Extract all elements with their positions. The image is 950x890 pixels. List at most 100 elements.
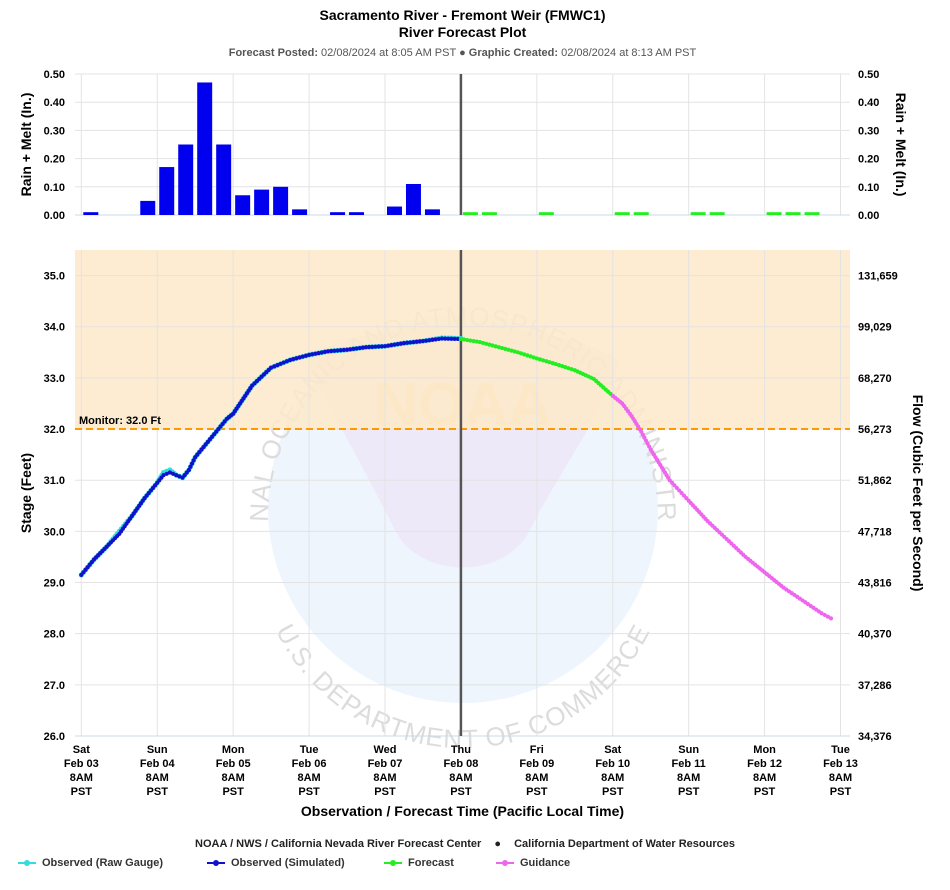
observed-simulated-series-point (351, 346, 356, 352)
legend-label: Guidance (520, 857, 571, 869)
x-tick-label: 8AM (373, 772, 396, 784)
rain-bar (481, 212, 497, 215)
x-tick-label: Mon (222, 744, 245, 756)
flow-y-axis-title: Flow (Cubic Feet per Second) (910, 395, 926, 592)
forecast-series-point (458, 336, 464, 342)
x-tick-label: Feb 10 (595, 758, 630, 770)
x-axis-title: Observation / Forecast Time (Pacific Loc… (301, 803, 624, 819)
legend-swatch (384, 857, 402, 869)
x-tick-label: Feb 11 (672, 758, 706, 770)
observed-simulated-series-point (414, 339, 419, 344)
forecast-series-point (461, 337, 467, 342)
observed-simulated-series-point (170, 471, 176, 476)
x-tick-label: PST (298, 786, 320, 798)
observed-simulated-series-point (272, 364, 277, 369)
x-tick-label: PST (374, 786, 396, 798)
x-tick-label: 8AM (753, 772, 776, 784)
x-tick-label: Sat (604, 744, 621, 756)
posted-value: 02/08/2024 at 8:05 AM PST (321, 47, 456, 59)
chart-title: Sacramento River - Fremont Weir (FMWC1) (319, 7, 606, 23)
observed-simulated-series-point (341, 347, 346, 353)
rain-bar (292, 209, 308, 215)
forecast-series-point (465, 337, 470, 343)
observed-simulated-series-point (370, 344, 375, 349)
posted-info: Forecast Posted: 02/08/2024 at 8:05 AM P… (0, 47, 925, 59)
forecast-series-point (509, 348, 514, 353)
x-tick-label: Feb 08 (443, 758, 478, 770)
rain-bar (216, 144, 232, 215)
observed-simulated-series-point (367, 344, 372, 350)
monitor-stage-label: Monitor: 32.0 Ft (79, 415, 161, 427)
rain-y-axis-title: Rain + Melt (In.) (18, 93, 34, 197)
legend-item-observed-raw[interactable]: Observed (Raw Gauge) (18, 857, 163, 869)
posted-label: Forecast Posted: (228, 47, 318, 59)
observed-simulated-series-point (446, 336, 451, 341)
forecast-series-point (560, 364, 565, 369)
legend-swatch (496, 857, 514, 869)
rain-y-tick-label: 0.40 (44, 97, 65, 109)
separator-dot: ● (459, 47, 466, 59)
rain-bar (349, 212, 365, 215)
observed-simulated-series-point (167, 470, 172, 475)
rain-bar (197, 82, 213, 216)
flow-y-tick-label: 56,273 (858, 424, 892, 436)
guidance-series-point (819, 611, 824, 616)
observed-simulated-series-point (313, 351, 318, 356)
legend-label: Observed (Simulated) (231, 857, 345, 869)
x-tick-label: Mon (753, 744, 776, 756)
flow-y-tick-label: 99,029 (858, 322, 892, 334)
observed-simulated-series-point (288, 357, 293, 363)
observed-simulated-series-point (174, 472, 179, 478)
observed-simulated-series-point (436, 336, 441, 342)
rain-bar (538, 212, 554, 215)
observed-simulated-series-point (335, 348, 340, 353)
forecast-series-point (522, 352, 527, 357)
rain-y-tick-label: 0.50 (44, 69, 65, 81)
rain-bar (462, 212, 478, 215)
observed-simulated-series-point (348, 347, 353, 352)
legend-swatch (18, 857, 36, 869)
forecast-series-point (496, 345, 501, 350)
forecast-series-point (471, 338, 476, 344)
legend-item-forecast[interactable]: Forecast (384, 857, 454, 869)
observed-simulated-series-point (177, 474, 182, 479)
rain-y-tick-label-right: 0.40 (858, 97, 879, 109)
flow-y-tick-label: 34,376 (858, 731, 892, 743)
x-tick-label: 8AM (222, 772, 245, 784)
forecast-series-point (534, 356, 539, 361)
agency-credit: NOAA / NWS / California Nevada River For… (195, 838, 482, 850)
x-tick-label: PST (754, 786, 776, 798)
rain-bar (424, 209, 440, 215)
observed-simulated-series-point (443, 336, 448, 341)
forecast-series-point (503, 346, 508, 352)
observed-simulated-series-point (269, 365, 274, 370)
x-tick-label: Tue (831, 744, 850, 756)
observed-simulated-series-point (430, 337, 435, 342)
legend-item-observed-simulated[interactable]: Observed (Simulated) (207, 857, 345, 869)
x-tick-label: 8AM (70, 772, 93, 784)
guidance-series-point (828, 616, 834, 621)
observed-simulated-series-point (284, 359, 290, 364)
rain-bar (405, 183, 421, 215)
observed-simulated-series-point (363, 345, 369, 350)
forecast-series-point (556, 363, 562, 368)
forecast-series-point (525, 353, 530, 358)
bullet-separator: ● (494, 838, 502, 850)
forecast-series-point (544, 359, 549, 364)
forecast-series-point (518, 351, 524, 356)
legend-item-guidance[interactable]: Guidance (496, 857, 570, 869)
flow-y-tick-label: 47,718 (858, 526, 892, 538)
rain-y-axis-title-right: Rain + Melt (In.) (893, 93, 909, 197)
rain-y-tick-label: 0.20 (44, 154, 65, 166)
observed-simulated-series-point (455, 336, 460, 342)
observed-simulated-series-point (382, 344, 388, 349)
rain-bar (804, 212, 820, 215)
observed-simulated-series-point (411, 339, 416, 345)
forecast-series-point (566, 366, 571, 371)
x-tick-label: Sat (73, 744, 90, 756)
observed-simulated-series-point (275, 363, 280, 368)
observed-simulated-series-point (161, 472, 166, 478)
observed-simulated-series-point (433, 337, 438, 342)
stage-y-tick-label: 28.0 (44, 629, 65, 641)
